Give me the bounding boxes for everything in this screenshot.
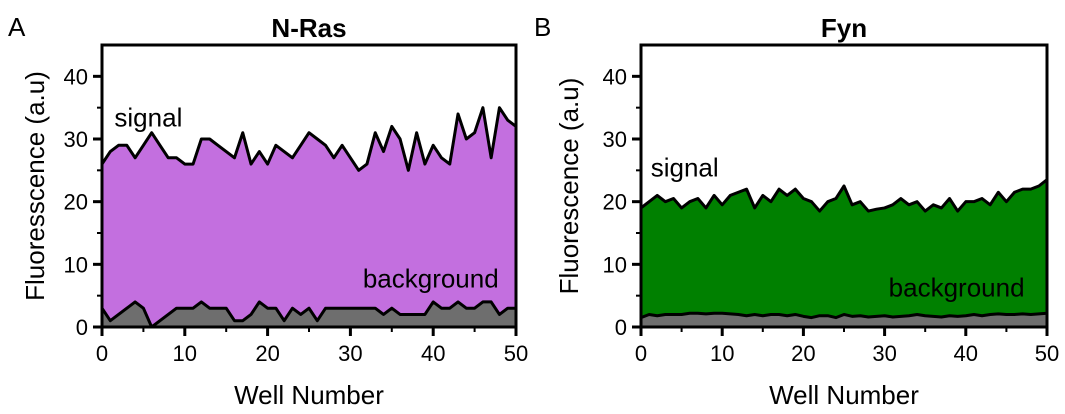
panel-a-series-1-area — [102, 301, 516, 327]
panel-b-x-tick-label: 20 — [791, 341, 815, 366]
panel-a-y-tick-label: 40 — [64, 64, 88, 89]
panel-b-x-tick-label: 40 — [954, 341, 978, 366]
panel-a-x-tick-label: 10 — [173, 341, 197, 366]
panel-b-y-tick-label: 10 — [603, 252, 627, 277]
panel-a-y-tick-label: 10 — [64, 252, 88, 277]
panel-b-y-tick-label: 20 — [603, 190, 627, 215]
panel-a-x-tick-label: 50 — [504, 341, 528, 366]
panel-b-x-axis-label: Well Number — [769, 380, 919, 410]
panel-b-y-axis-label: Fluorescence (a.u) — [554, 78, 584, 295]
panel-b-series-1-line — [640, 311, 1048, 320]
panel-a-x-axis-label: Well Number — [234, 380, 384, 410]
panel-b-y-tick-label: 40 — [603, 64, 627, 89]
panel-a-annotation-signal: signal — [114, 102, 182, 132]
panel-b-x-tick-label: 10 — [710, 341, 734, 366]
panel-a-x-tick-label: 40 — [421, 341, 445, 366]
panel-a-x-tick-label: 0 — [96, 341, 108, 366]
panel-b-x-tick-label: 0 — [635, 341, 647, 366]
panel-b-y-tick-label: 0 — [615, 315, 627, 340]
panel-b-series-0-line — [640, 178, 1048, 213]
panel-b-x-tick-label: 50 — [1035, 341, 1059, 366]
panel-a-y-tick-label: 0 — [76, 315, 88, 340]
panel-b-annotation-background: background — [889, 272, 1025, 302]
panel-a-y-tick-label: 20 — [64, 190, 88, 215]
panel-b-title: Fyn — [821, 13, 867, 43]
panel-b-annotation-signal: signal — [651, 153, 719, 183]
panel-b-letter: B — [534, 12, 551, 42]
panel-b: 0 10 20 30 40 50 0 10 20 30 40 Fyn B Well Number Fluor… — [534, 12, 1059, 410]
panel-a-y-tick-label: 30 — [64, 127, 88, 152]
panel-a-annotation-background: background — [363, 264, 499, 294]
panel-a-x-tick-label: 30 — [338, 341, 362, 366]
panel-a-x-tick-label: 20 — [255, 341, 279, 366]
panel-a: 0 10 20 30 40 50 0 10 20 30 40 N-Ras A Well Number Flu… — [8, 12, 528, 410]
panel-a-series-0-line — [100, 106, 517, 172]
panel-a-series-0-area — [102, 107, 516, 327]
panel-b-y-tick-label: 30 — [603, 127, 627, 152]
panel-b-series-0-area — [641, 179, 1047, 327]
panel-a-letter: A — [8, 12, 26, 42]
panel-a-series-1-line — [100, 300, 516, 329]
panel-a-title: N-Ras — [271, 13, 346, 43]
panel-b-x-tick-label: 30 — [872, 341, 896, 366]
panel-a-y-axis-label: Fluoresscence (a.u) — [20, 71, 50, 301]
